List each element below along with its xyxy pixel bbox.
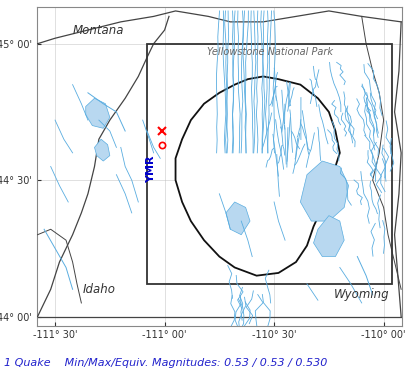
Text: Wyoming: Wyoming xyxy=(333,288,389,301)
Polygon shape xyxy=(225,202,249,235)
Text: Yellowstone National Park: Yellowstone National Park xyxy=(206,47,332,57)
Polygon shape xyxy=(313,216,344,256)
Text: Idaho: Idaho xyxy=(82,283,115,296)
Text: Montana: Montana xyxy=(73,24,124,37)
Polygon shape xyxy=(94,139,110,161)
Polygon shape xyxy=(85,98,110,128)
Polygon shape xyxy=(300,161,348,221)
Text: YMR: YMR xyxy=(146,155,156,183)
Text: 1 Quake    Min/Max/Equiv. Magnitudes: 0.53 / 0.53 / 0.530: 1 Quake Min/Max/Equiv. Magnitudes: 0.53 … xyxy=(4,358,327,368)
Bar xyxy=(147,44,391,284)
Polygon shape xyxy=(175,77,339,276)
